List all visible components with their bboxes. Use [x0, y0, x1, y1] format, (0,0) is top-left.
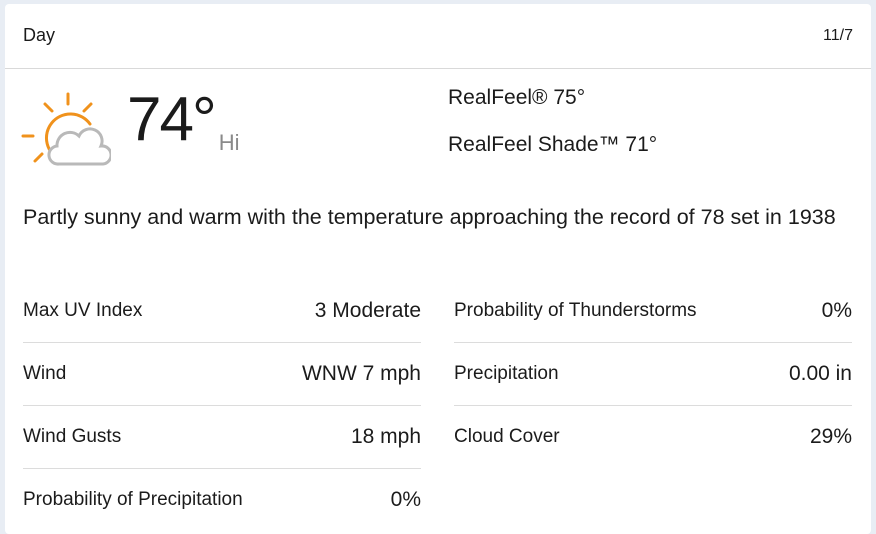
- hi-label: Hi: [218, 130, 240, 155]
- detail-label: Precipitation: [454, 363, 559, 384]
- detail-row-cloud-cover: Cloud Cover 29%: [454, 406, 852, 468]
- left-details: Max UV Index 3 Moderate Wind WNW 7 mph Win…: [23, 280, 421, 531]
- detail-row-precip-probability: Probability of Precipitation 0%: [23, 469, 421, 531]
- detail-row-precipitation: Precipitation 0.00 in: [454, 343, 852, 406]
- temperature-block: 74° Hi: [127, 84, 240, 155]
- detail-label: Max UV Index: [23, 300, 143, 321]
- detail-label: Probability of Thunderstorms: [454, 300, 697, 321]
- detail-label: Wind: [23, 363, 67, 384]
- high-temperature: 74°: [127, 85, 217, 154]
- realfeel-shade: RealFeel Shade™ 71°: [448, 133, 658, 156]
- detail-label: Probability of Precipitation: [23, 489, 243, 510]
- card-title: Day: [23, 25, 56, 45]
- detail-row-wind-gusts: Wind Gusts 18 mph: [23, 406, 421, 469]
- detail-value: 3 Moderate: [314, 299, 421, 322]
- realfeel: RealFeel® 75°: [448, 86, 586, 109]
- card-header: Day 11/7: [5, 4, 871, 69]
- detail-value: 29%: [809, 425, 852, 448]
- forecast-date: 11/7: [823, 27, 853, 44]
- right-details: Probability of Thunderstorms 0% Precipita…: [454, 280, 852, 468]
- partly-sunny-icon: [21, 92, 111, 166]
- detail-value: WNW 7 mph: [301, 362, 421, 385]
- forecast-description: Partly sunny and warm with the temperatu…: [23, 205, 836, 229]
- detail-value: 18 mph: [350, 425, 421, 448]
- detail-value: 0.00 in: [788, 362, 852, 385]
- detail-label: Wind Gusts: [23, 426, 122, 447]
- detail-row-uv: Max UV Index 3 Moderate: [23, 280, 421, 343]
- detail-row-thunderstorms: Probability of Thunderstorms 0%: [454, 280, 852, 343]
- day-forecast-card: Day 11/7 74° Hi RealFeel® 75° RealFeel S…: [5, 4, 871, 534]
- detail-row-wind: Wind WNW 7 mph: [23, 343, 421, 406]
- detail-value: 0%: [390, 488, 421, 511]
- detail-label: Cloud Cover: [454, 426, 560, 447]
- detail-value: 0%: [821, 299, 852, 322]
